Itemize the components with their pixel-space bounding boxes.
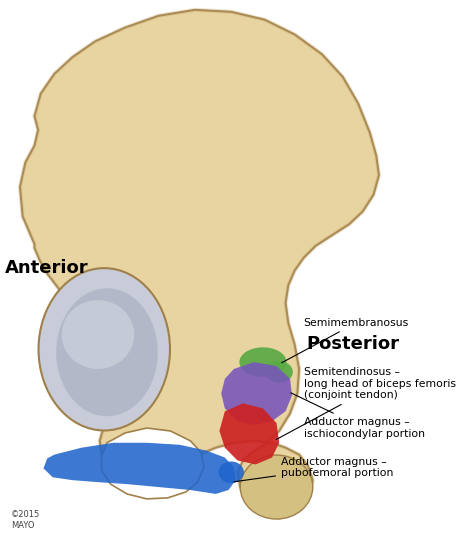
Text: Adductor magnus –
pubofemoral portion: Adductor magnus – pubofemoral portion <box>234 457 393 482</box>
Polygon shape <box>101 428 204 499</box>
Ellipse shape <box>38 268 170 431</box>
Ellipse shape <box>56 288 158 416</box>
Text: Adductor magnus –
ischiocondylar portion: Adductor magnus – ischiocondylar portion <box>291 393 425 439</box>
Polygon shape <box>221 362 292 425</box>
Text: Posterior: Posterior <box>306 335 400 353</box>
Text: Semimembranosus: Semimembranosus <box>282 318 409 363</box>
Polygon shape <box>44 443 236 494</box>
Text: Anterior: Anterior <box>5 259 88 277</box>
Polygon shape <box>20 10 379 518</box>
Polygon shape <box>219 403 279 464</box>
Ellipse shape <box>239 348 286 377</box>
Ellipse shape <box>265 361 293 383</box>
Ellipse shape <box>62 300 134 369</box>
Text: Semitendinosus –
long head of biceps femoris
(conjoint tendon): Semitendinosus – long head of biceps fem… <box>276 367 456 440</box>
Text: ©2015
MAYO: ©2015 MAYO <box>11 510 40 530</box>
Ellipse shape <box>240 455 313 519</box>
Ellipse shape <box>219 462 244 483</box>
